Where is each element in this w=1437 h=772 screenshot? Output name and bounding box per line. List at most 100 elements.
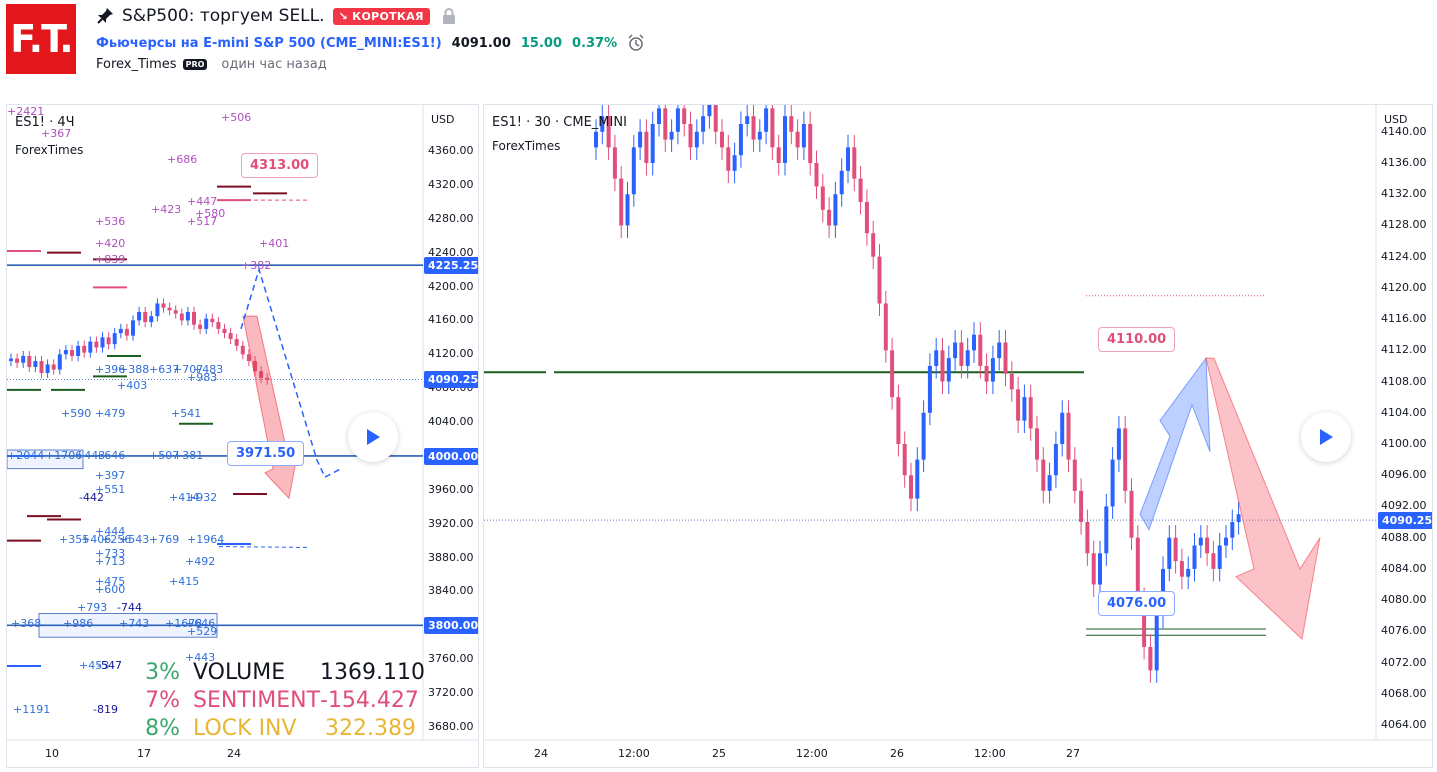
chart-30m-watermark: ForexTimes bbox=[492, 139, 561, 153]
right-y-tick: 4124.00 bbox=[1381, 249, 1427, 263]
left-y-tick: 3760.00 bbox=[428, 652, 474, 666]
stat-volume-pct: 3% bbox=[145, 660, 180, 685]
candle-body bbox=[669, 131, 674, 140]
candle-body bbox=[21, 355, 26, 363]
play-button-right[interactable] bbox=[1301, 412, 1351, 462]
left-y-tick: 4320.00 bbox=[428, 177, 474, 191]
candle-body bbox=[1123, 428, 1128, 491]
left-y-tick: 4160.00 bbox=[428, 313, 474, 327]
volume-label: -744 bbox=[117, 601, 142, 614]
candle-body bbox=[234, 339, 239, 346]
volume-label: -547 bbox=[97, 659, 122, 672]
right-y-tick: 4116.00 bbox=[1381, 312, 1427, 326]
candle-body bbox=[1047, 475, 1052, 491]
volume-label: +686 bbox=[167, 153, 197, 166]
candle-body bbox=[675, 108, 680, 132]
right-note-label: 4110.00 bbox=[1098, 327, 1176, 352]
candle-body bbox=[45, 364, 50, 373]
stat-lock-inv: 8% LOCK INV 322.389 bbox=[118, 716, 416, 744]
candle-body bbox=[204, 318, 209, 329]
candle-body bbox=[990, 358, 995, 382]
author-logo[interactable]: F.T. bbox=[6, 4, 76, 74]
candle-body bbox=[694, 131, 699, 148]
candle-body bbox=[833, 194, 838, 226]
candle-body bbox=[940, 350, 945, 382]
volume-label: +1964 bbox=[187, 533, 224, 546]
candle-body bbox=[210, 318, 215, 323]
short-arrow bbox=[1205, 357, 1321, 641]
candle-body bbox=[100, 337, 105, 348]
indicator-stats: 3% VOLUME 1369.110 7% SENTIMENT -154.427… bbox=[118, 660, 425, 744]
right-price-tag: 4090.25 bbox=[1378, 512, 1432, 530]
stat-volume-name: VOLUME bbox=[193, 660, 286, 685]
volume-label: +443 bbox=[185, 651, 215, 664]
symbol-name[interactable]: Фьючерсы на E-mini S&P 500 bbox=[96, 35, 316, 51]
right-currency-label: USD bbox=[1384, 113, 1408, 126]
candle-body bbox=[1104, 506, 1109, 554]
left-price-tag: 4000.00 bbox=[424, 447, 478, 465]
candle-body bbox=[88, 341, 93, 353]
play-icon bbox=[367, 429, 380, 445]
chart-30m-panel[interactable]: ES1! · 30 · CME_MINI ForexTimes USD 4140… bbox=[483, 104, 1433, 768]
right-y-tick: 4064.00 bbox=[1381, 718, 1427, 731]
right-y-tick: 4128.00 bbox=[1381, 218, 1427, 232]
zone-box bbox=[7, 449, 84, 470]
candle-body bbox=[1035, 428, 1039, 460]
candle-body bbox=[846, 147, 850, 171]
right-y-tick: 4068.00 bbox=[1381, 686, 1427, 700]
volume-label: +406 bbox=[81, 533, 111, 546]
symbol-code[interactable]: (CME_MINI:ES1!) bbox=[320, 35, 442, 51]
candle-body bbox=[1072, 459, 1077, 491]
volume-label: +1678 bbox=[165, 617, 202, 630]
left-y-tick: 4120.00 bbox=[428, 347, 474, 361]
stat-sentiment-pct: 7% bbox=[145, 688, 180, 713]
candle-body bbox=[871, 233, 876, 257]
candle-body bbox=[1009, 373, 1014, 390]
candle-body bbox=[131, 320, 135, 336]
volume-label: +414 bbox=[169, 491, 199, 504]
left-x-tick: 24 bbox=[227, 747, 241, 760]
volume-label: +256 bbox=[101, 533, 131, 546]
right-x-tick: 24 bbox=[534, 747, 548, 760]
author-name[interactable]: Forex_Times bbox=[96, 57, 177, 72]
candle-body bbox=[1179, 561, 1184, 577]
zone-box bbox=[38, 612, 218, 638]
volume-label: +839 bbox=[95, 253, 125, 266]
candle-body bbox=[959, 342, 964, 366]
candle-body bbox=[612, 147, 617, 179]
alarm-clock-icon[interactable] bbox=[627, 34, 645, 52]
volume-label: +401 bbox=[259, 237, 289, 250]
right-x-tick: 25 bbox=[712, 747, 726, 760]
volume-label: +403 bbox=[117, 379, 147, 392]
candle-body bbox=[657, 108, 661, 124]
candle-body bbox=[1186, 568, 1191, 577]
candle-body bbox=[1003, 342, 1008, 374]
candle-body bbox=[644, 131, 649, 163]
volume-label: +2044 bbox=[7, 449, 44, 462]
volume-label: +1706 bbox=[45, 449, 82, 462]
stat-lock-name: LOCK INV bbox=[193, 716, 297, 741]
candle-body bbox=[161, 303, 166, 308]
candle-body bbox=[1173, 537, 1178, 562]
chart-4h-panel[interactable]: +367 +506 +686 +447 +580 +517 +423 +536 +401 +420… bbox=[6, 104, 479, 768]
right-y-tick: 4136.00 bbox=[1381, 156, 1427, 169]
chart-30m-canvas[interactable] bbox=[484, 105, 1432, 767]
stat-sentiment-value: -154.427 bbox=[320, 688, 419, 713]
chart-4h-canvas[interactable]: +367 +506 +686 +447+580+517 +423 +536 +401 +420… bbox=[7, 105, 478, 767]
candle-body bbox=[118, 328, 123, 334]
left-price-tag: 4225.25 bbox=[424, 257, 478, 275]
left-y-tick: 4240.00 bbox=[428, 245, 474, 259]
symbol-link[interactable]: Фьючерсы на E-mini S&P 500 (CME_MINI:ES1… bbox=[96, 36, 442, 51]
candle-body bbox=[688, 123, 693, 148]
candle-body bbox=[1154, 615, 1159, 671]
candle-body bbox=[972, 334, 976, 351]
candle-body bbox=[997, 342, 1002, 359]
candle-body bbox=[713, 105, 718, 132]
play-button-left[interactable] bbox=[348, 412, 398, 462]
pin-icon bbox=[97, 8, 113, 24]
right-y-tick: 4108.00 bbox=[1381, 374, 1427, 388]
candle-body bbox=[198, 324, 203, 329]
left-price-tag: 4090.25 bbox=[424, 371, 478, 389]
volume-label: +637 bbox=[149, 363, 179, 376]
volume-label: +590 bbox=[61, 407, 91, 420]
